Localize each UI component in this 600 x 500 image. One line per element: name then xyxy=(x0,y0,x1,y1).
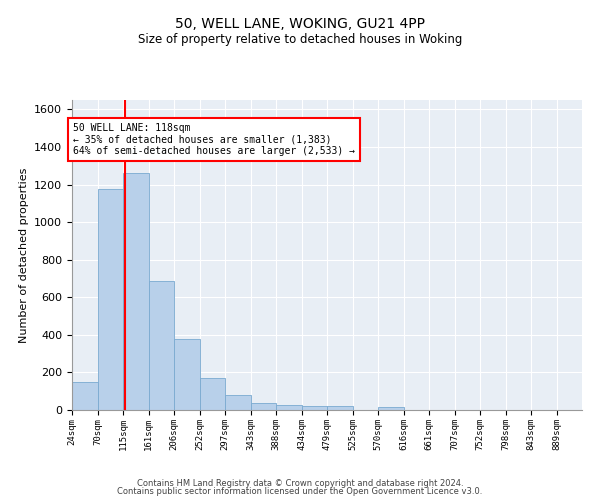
Bar xyxy=(276,404,302,410)
Bar xyxy=(174,338,200,410)
Text: 50, WELL LANE, WOKING, GU21 4PP: 50, WELL LANE, WOKING, GU21 4PP xyxy=(175,18,425,32)
Bar xyxy=(200,378,225,410)
Bar xyxy=(225,395,251,410)
Bar xyxy=(149,282,174,410)
Text: 50 WELL LANE: 118sqm
← 35% of detached houses are smaller (1,383)
64% of semi-de: 50 WELL LANE: 118sqm ← 35% of detached h… xyxy=(73,122,355,156)
Bar xyxy=(302,406,327,410)
Bar xyxy=(98,189,123,410)
Bar xyxy=(123,174,149,410)
Bar xyxy=(72,382,98,410)
Bar xyxy=(378,407,404,410)
Bar xyxy=(327,406,353,410)
Text: Contains HM Land Registry data © Crown copyright and database right 2024.: Contains HM Land Registry data © Crown c… xyxy=(137,478,463,488)
Y-axis label: Number of detached properties: Number of detached properties xyxy=(19,168,29,342)
Bar xyxy=(251,404,276,410)
Text: Contains public sector information licensed under the Open Government Licence v3: Contains public sector information licen… xyxy=(118,487,482,496)
Text: Size of property relative to detached houses in Woking: Size of property relative to detached ho… xyxy=(138,32,462,46)
